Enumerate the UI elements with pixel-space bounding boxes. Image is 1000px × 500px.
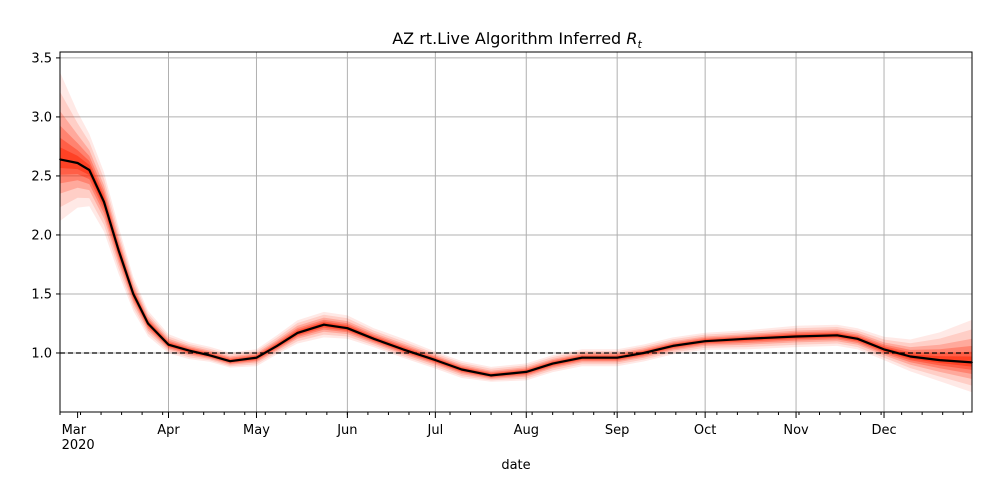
y-tick-label: 1.5	[31, 287, 52, 302]
data-point	[296, 332, 299, 334]
data-point	[836, 334, 839, 337]
data-point	[581, 356, 583, 359]
data-point	[229, 360, 231, 363]
chart-title-symbol: R	[626, 29, 637, 48]
data-point	[346, 327, 349, 330]
data-point	[551, 362, 554, 365]
data-point	[671, 345, 674, 347]
x-tick-label: May	[243, 423, 270, 438]
data-point	[132, 293, 135, 295]
y-tick-label: 2.0	[31, 228, 52, 243]
data-point	[460, 368, 463, 371]
data-point	[372, 337, 375, 340]
chart-title-text: AZ rt.Live Algorithm Inferred	[392, 29, 621, 48]
x-tick-label: Aug	[514, 423, 539, 438]
data-point	[616, 356, 619, 359]
x-tick-label: Nov	[783, 423, 809, 438]
y-tick-label: 3.5	[31, 51, 52, 66]
x-tick-label: Dec	[871, 423, 896, 438]
median-line	[59, 158, 973, 377]
median-line-group	[59, 158, 973, 377]
data-point	[490, 374, 492, 377]
data-point	[434, 359, 437, 361]
data-point	[76, 162, 79, 164]
data-point	[147, 322, 149, 325]
interval-band	[60, 111, 972, 379]
data-point	[167, 343, 170, 346]
x-tick-label: Apr	[157, 423, 180, 438]
x-tick-label: Oct	[694, 423, 716, 438]
data-point	[323, 323, 325, 326]
data-point	[938, 359, 941, 361]
data-point	[856, 337, 859, 340]
data-point	[402, 348, 404, 351]
chart-title: AZ rt.Live Algorithm Inferred Rt	[392, 29, 642, 51]
data-point	[255, 356, 258, 359]
data-point	[883, 348, 885, 351]
data-point	[276, 345, 278, 347]
plot-frame	[59, 51, 973, 413]
credible-interval-bands	[60, 72, 972, 393]
x-tick-label: Mar	[62, 423, 87, 438]
data-point	[909, 355, 912, 358]
x-tick-sublabel: 2020	[62, 438, 95, 453]
data-point	[642, 352, 645, 354]
grid	[60, 52, 972, 412]
x-tick-label: Sep	[605, 423, 630, 438]
chart-title-subscript: t	[637, 38, 642, 51]
y-tick-label: 3.0	[31, 110, 52, 125]
data-point	[525, 370, 528, 373]
data-point	[117, 249, 120, 252]
y-tick-label: 2.5	[31, 169, 52, 184]
data-point	[188, 349, 190, 352]
x-tick-label: Jun	[336, 423, 357, 438]
data-point	[745, 337, 748, 340]
data-point	[208, 354, 211, 357]
interval-band	[60, 91, 972, 386]
data-point	[88, 169, 91, 171]
data-point	[704, 340, 707, 343]
x-axis-title: date	[501, 458, 530, 473]
data-point	[103, 201, 105, 203]
data-point	[795, 335, 797, 338]
x-tick-label: Jul	[427, 423, 444, 438]
y-tick-label: 1.0	[31, 346, 52, 361]
